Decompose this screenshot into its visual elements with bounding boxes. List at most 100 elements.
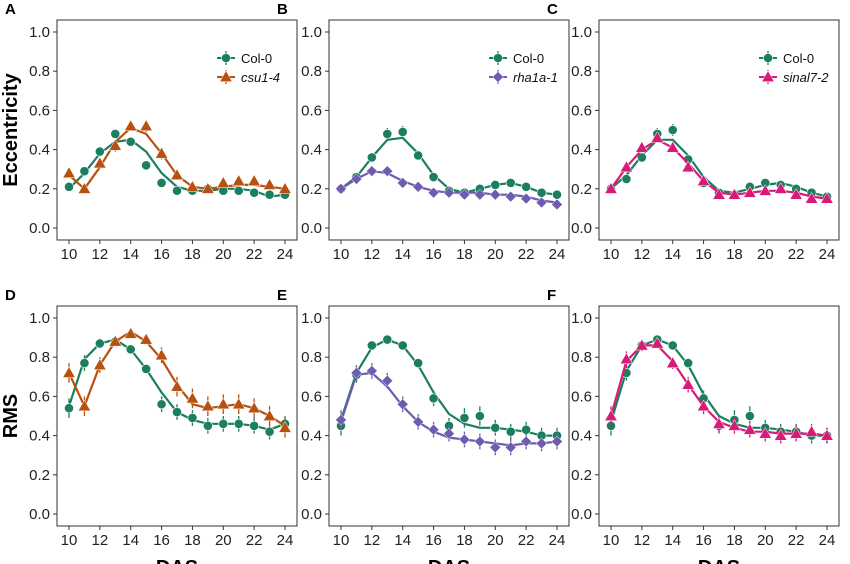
- x-tick-label: 18: [726, 246, 743, 263]
- data-point: [170, 168, 184, 180]
- data-point: [636, 152, 647, 163]
- x-tick-label: 14: [394, 532, 411, 549]
- panel-a: A 0.0 0.2 0.4 0.6 0.8 1.0 10 12 14 16 18 20 22 24 Eccen…: [0, 1, 298, 263]
- data-point: [139, 332, 153, 345]
- data-point: [774, 428, 788, 441]
- data-point: [397, 127, 408, 137]
- y-tick-label: 1.0: [29, 24, 50, 41]
- x-axis-title: DAS: [156, 557, 198, 564]
- data-point: [156, 399, 167, 410]
- x-tick-label: 24: [277, 532, 294, 549]
- y-tick-label: 0.4: [29, 428, 50, 445]
- x-tick-label: 24: [549, 246, 566, 263]
- x-tick-label: 12: [364, 532, 381, 549]
- legend-label: Col-0: [241, 51, 272, 66]
- data-point: [635, 338, 649, 351]
- data-point: [428, 393, 439, 404]
- y-axis-title: Eccentricity: [0, 72, 22, 186]
- data-point: [804, 191, 819, 204]
- data-point: [108, 138, 122, 151]
- legend-label: csu1-4: [241, 70, 280, 85]
- y-tick-label: 0.8: [571, 63, 592, 80]
- data-point: [64, 403, 74, 414]
- data-point: [154, 348, 169, 361]
- data-point: [233, 185, 244, 196]
- data-point: [366, 165, 378, 177]
- data-point: [743, 423, 757, 435]
- y-tick-label: 0.0: [301, 506, 322, 523]
- y-tick-label: 0.2: [571, 181, 592, 198]
- data-point: [758, 426, 772, 439]
- x-tick-label: 12: [634, 532, 651, 549]
- series-rha1a-1: [335, 165, 563, 211]
- x-tick-label: 10: [603, 532, 620, 549]
- data-point: [172, 185, 182, 196]
- data-point: [696, 399, 711, 412]
- data-point: [428, 172, 439, 182]
- legend: Col-0 rha1a-1: [489, 51, 558, 85]
- x-tick-label: 20: [215, 246, 232, 263]
- y-tick-label: 1.0: [571, 24, 592, 41]
- y-tick-label: 0.2: [571, 467, 592, 484]
- panel-label: D: [5, 287, 16, 304]
- data-point: [727, 187, 742, 200]
- x-tick-label: 16: [425, 246, 442, 263]
- x-tick-label: 14: [664, 246, 681, 263]
- data-point: [666, 140, 680, 153]
- x-tick-label: 22: [246, 246, 263, 263]
- data-point: [396, 398, 409, 410]
- data-point: [366, 152, 377, 163]
- y-tick-label: 0.8: [29, 349, 50, 366]
- series-csu1-4: [62, 119, 292, 194]
- x-tick-label: 22: [518, 532, 535, 549]
- x-tick-label: 14: [664, 532, 681, 549]
- data-point: [552, 189, 562, 200]
- data-point: [381, 374, 394, 387]
- y-tick-label: 0.4: [301, 428, 322, 445]
- x-tick-label: 22: [788, 532, 805, 549]
- data-point: [124, 119, 138, 131]
- data-point: [650, 336, 664, 349]
- y-tick-label: 0.2: [29, 181, 50, 198]
- data-point: [381, 165, 394, 177]
- data-point: [62, 166, 76, 179]
- data-point: [535, 196, 548, 209]
- y-tick-label: 1.0: [571, 310, 592, 327]
- x-tick-label: 24: [819, 246, 836, 263]
- y-tick-label: 0.0: [29, 506, 50, 523]
- panel-label: E: [277, 287, 287, 304]
- y-tick-label: 0.2: [301, 181, 322, 198]
- data-point: [458, 433, 471, 446]
- y-tick-label: 0.8: [301, 63, 322, 80]
- x-tick-label: 14: [122, 246, 139, 263]
- data-point: [458, 188, 471, 201]
- data-point: [232, 397, 246, 410]
- data-point: [247, 401, 261, 414]
- data-point: [427, 186, 440, 199]
- x-tick-label: 16: [695, 532, 712, 549]
- data-point: [94, 146, 105, 157]
- y-tick-label: 1.0: [301, 310, 322, 327]
- panel-label: F: [547, 287, 556, 304]
- legend-key-marker: [221, 53, 231, 63]
- data-point: [551, 198, 563, 211]
- y-tick-label: 0.0: [571, 506, 592, 523]
- x-tick-label: 20: [487, 532, 504, 549]
- data-point: [124, 326, 138, 339]
- series-col-0: [64, 129, 290, 200]
- x-axis-title: DAS: [428, 557, 470, 564]
- data-point: [681, 377, 695, 390]
- data-point: [218, 418, 229, 429]
- data-point: [413, 358, 424, 368]
- series-col-0: [64, 336, 290, 440]
- x-tick-label: 14: [394, 246, 411, 263]
- data-point: [474, 411, 485, 421]
- data-point: [170, 379, 184, 392]
- data-point: [79, 358, 90, 368]
- data-point: [489, 188, 502, 201]
- data-point: [185, 391, 200, 404]
- data-point: [459, 413, 470, 423]
- y-tick-label: 1.0: [29, 310, 50, 327]
- x-tick-label: 10: [61, 532, 78, 549]
- data-point: [535, 437, 548, 450]
